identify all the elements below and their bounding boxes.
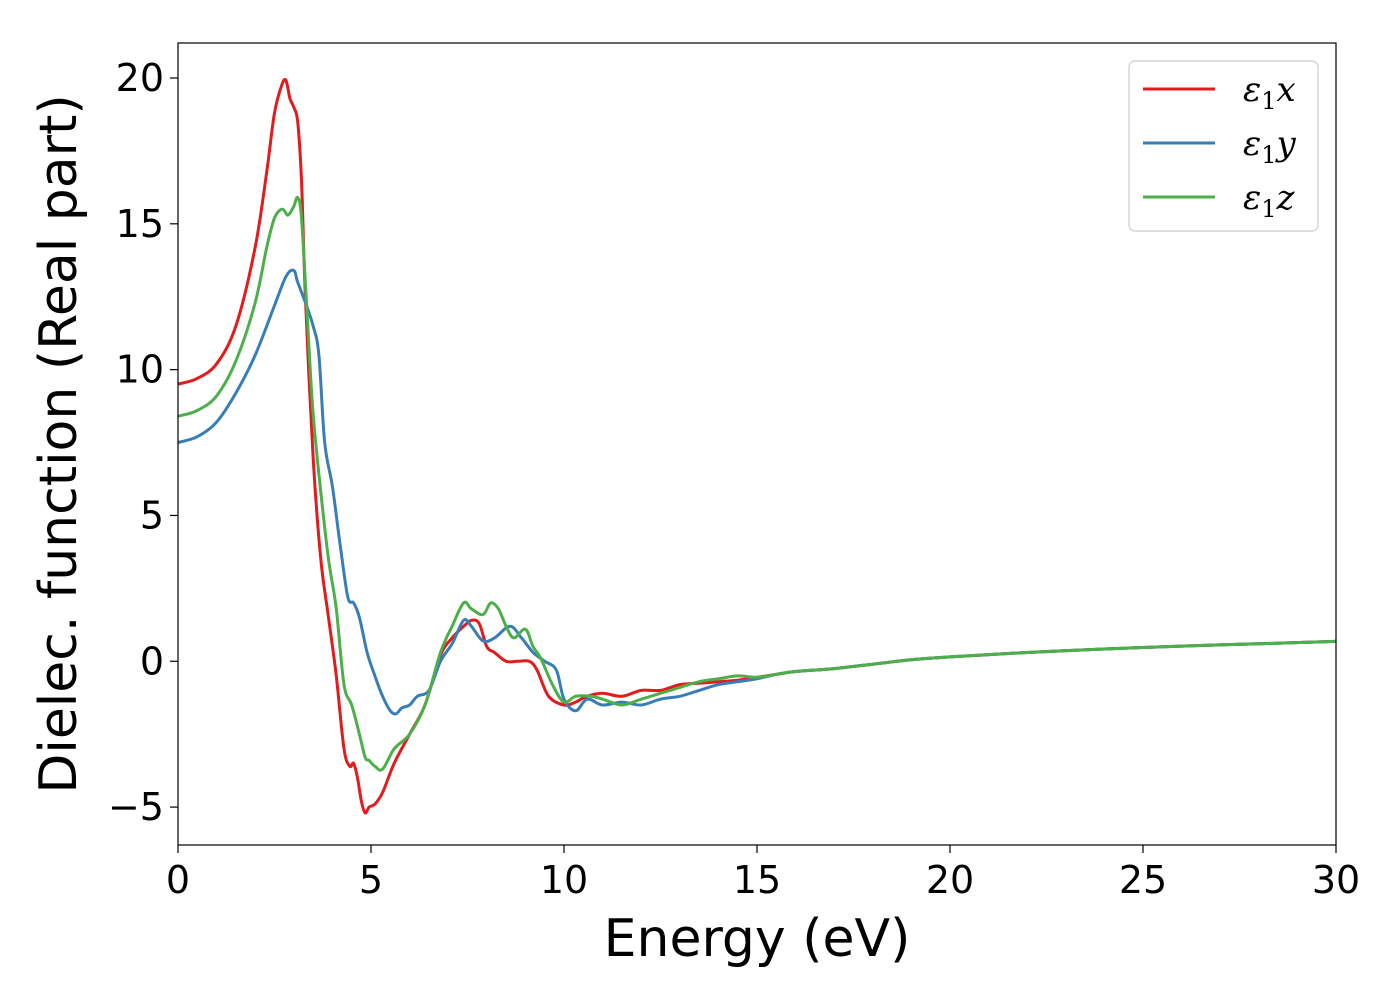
legend: ε1x ε1y ε1z	[1128, 60, 1319, 232]
series-line-z	[178, 195, 1336, 772]
x-tick-label: 20	[926, 858, 974, 902]
x-tick-label: 25	[1119, 858, 1167, 902]
x-tick-label: 15	[733, 858, 781, 902]
legend-label-x: ε1x	[1243, 70, 1296, 115]
y-tick-label: 20	[116, 56, 164, 100]
y-tick-label: 15	[116, 202, 164, 246]
y-tick-label: 10	[116, 348, 164, 392]
y-tick-label: −5	[108, 785, 164, 829]
x-tick-label: 10	[540, 858, 588, 902]
y-tick-label: 5	[140, 493, 164, 537]
x-tick-label: 5	[359, 858, 383, 902]
plot-content	[178, 77, 1336, 815]
x-tick-label: 30	[1312, 858, 1360, 902]
x-tick-label: 0	[166, 858, 190, 902]
y-axis-label: Dielec. function (Real part)	[29, 94, 89, 793]
legend-label-y: ε1y	[1243, 124, 1297, 169]
y-tick-label: 0	[140, 639, 164, 683]
x-axis-label: Energy (eV)	[604, 909, 911, 969]
legend-label-z: ε1z	[1243, 178, 1296, 223]
legend-box	[1128, 60, 1319, 232]
